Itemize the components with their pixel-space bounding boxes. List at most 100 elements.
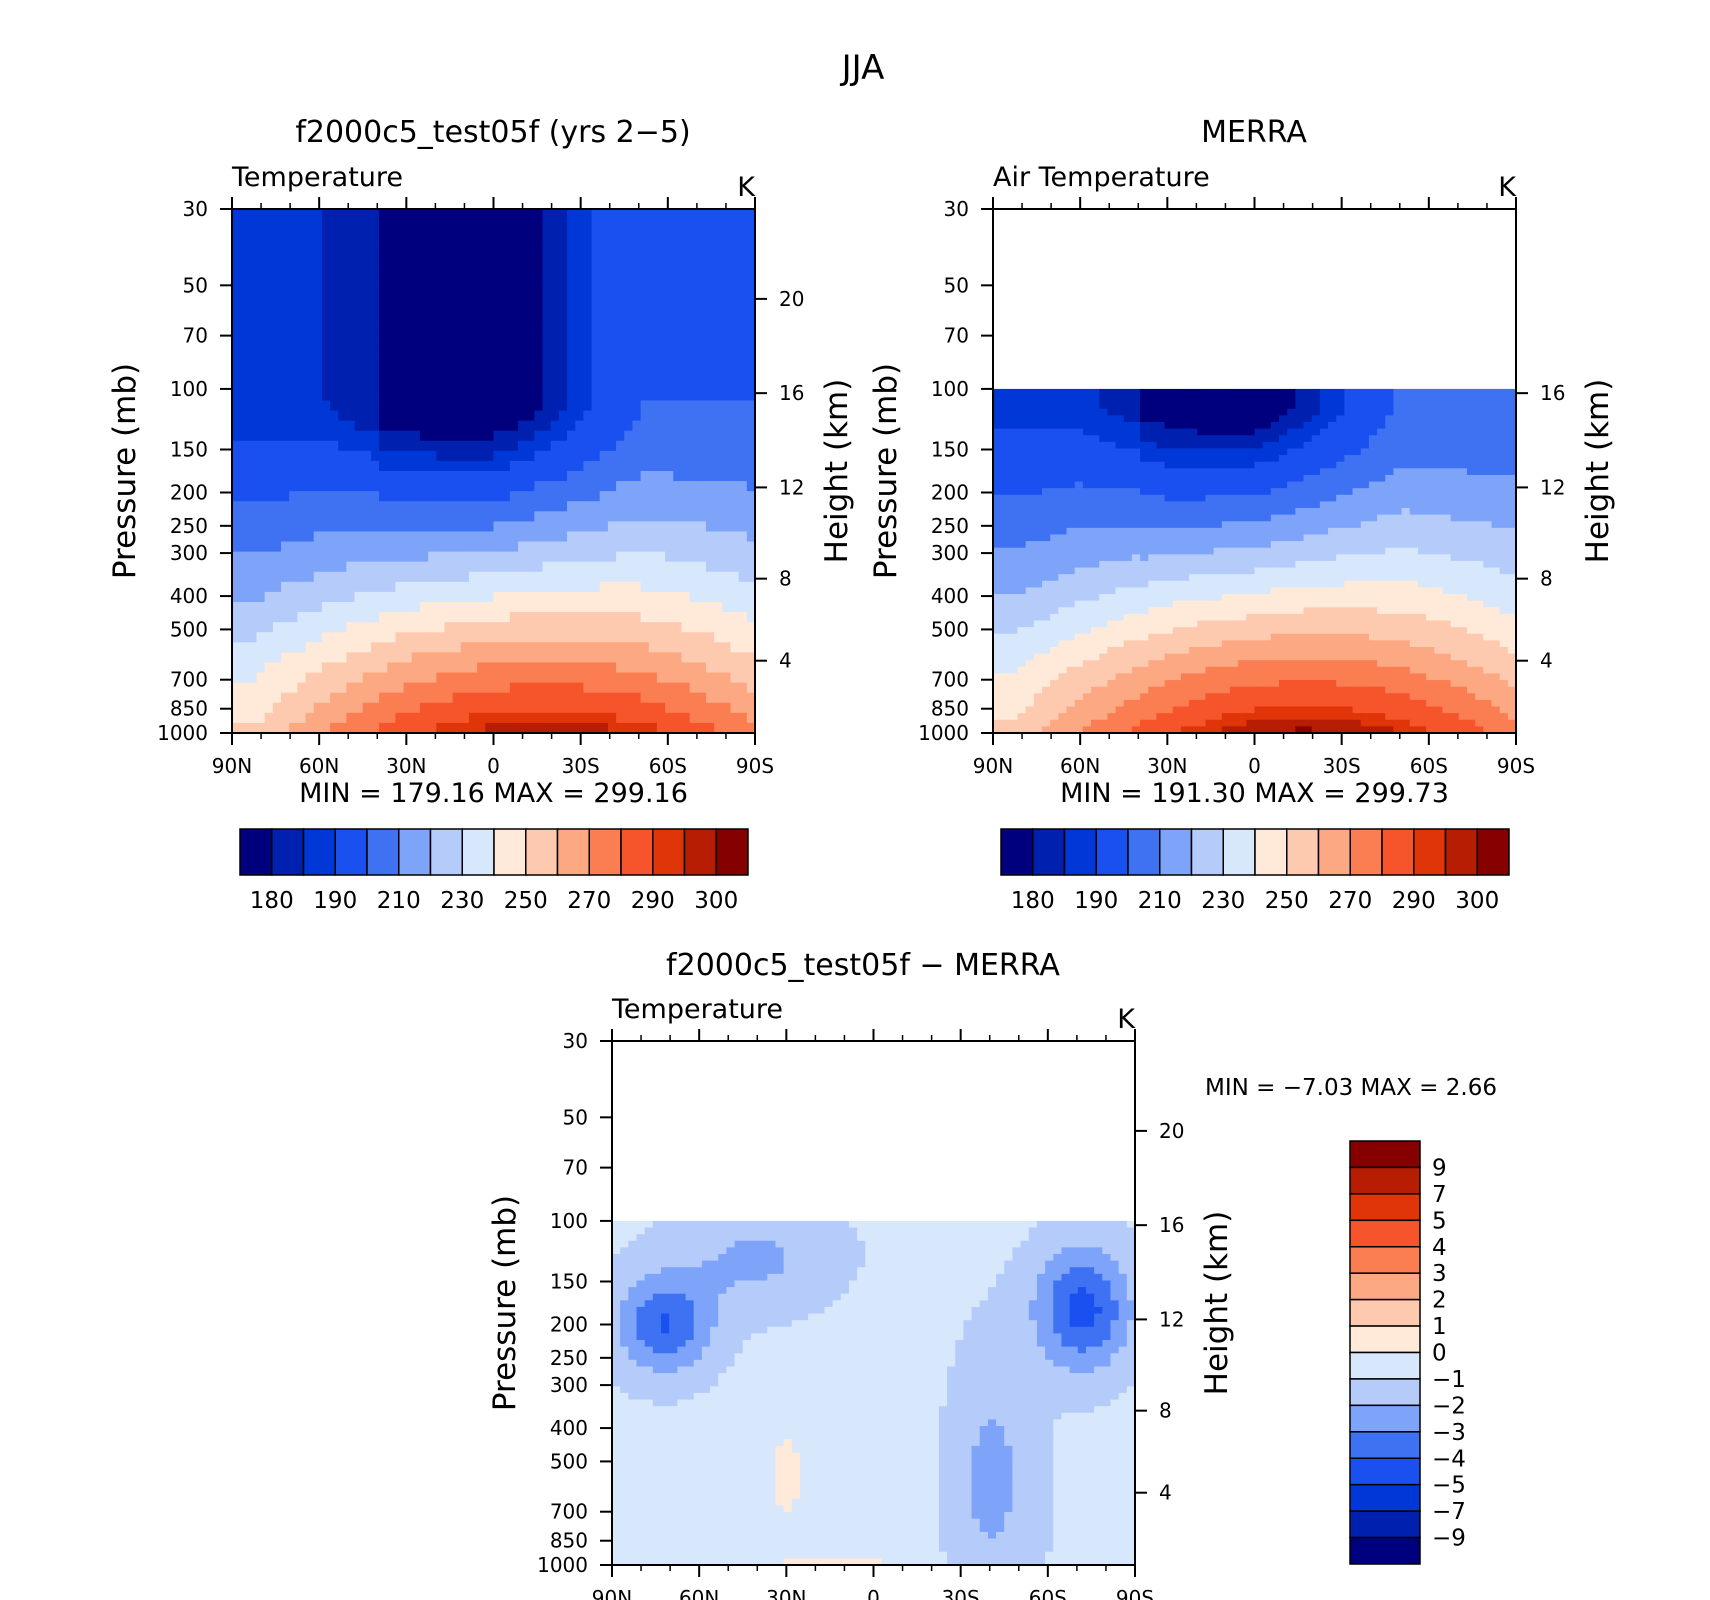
field-cell bbox=[1466, 415, 1476, 423]
field-cell bbox=[1074, 474, 1084, 483]
field-cell bbox=[518, 712, 527, 724]
field-cell bbox=[1229, 508, 1239, 516]
field-cell bbox=[436, 209, 446, 220]
field-cell bbox=[558, 329, 568, 341]
field-cell bbox=[330, 632, 339, 643]
field-cell bbox=[1336, 422, 1345, 430]
field-cell bbox=[493, 380, 503, 391]
field-cell bbox=[1025, 501, 1035, 509]
field-cell bbox=[607, 591, 617, 603]
field-cell bbox=[501, 591, 511, 603]
field-cell bbox=[616, 712, 625, 724]
field-cell bbox=[1246, 428, 1256, 436]
field-cell bbox=[1033, 534, 1043, 542]
field-cell bbox=[330, 219, 339, 230]
field-cell bbox=[313, 329, 323, 341]
field-cell bbox=[460, 471, 470, 482]
field-cell bbox=[485, 360, 495, 371]
field-cell bbox=[240, 329, 249, 341]
field-cell bbox=[746, 219, 756, 230]
field-cell bbox=[330, 531, 339, 543]
field-cell bbox=[518, 662, 527, 674]
field-cell bbox=[1001, 415, 1010, 423]
field-cell bbox=[321, 712, 331, 724]
field-cell bbox=[689, 370, 699, 381]
field-cell bbox=[1270, 388, 1280, 397]
field-cell bbox=[697, 350, 707, 361]
field-cell bbox=[575, 410, 584, 422]
field-cell bbox=[697, 491, 707, 502]
field-cell bbox=[272, 602, 282, 613]
field-cell bbox=[1099, 527, 1108, 536]
field-cell bbox=[232, 722, 241, 734]
field-cell bbox=[697, 571, 707, 583]
field-cell bbox=[1475, 501, 1484, 509]
field-cell bbox=[1246, 422, 1256, 430]
field-cell bbox=[746, 531, 756, 543]
field-cell bbox=[526, 209, 535, 220]
field-cell bbox=[1385, 422, 1395, 430]
field-cell bbox=[297, 632, 307, 643]
field-cell bbox=[493, 602, 503, 613]
field-cell bbox=[1099, 415, 1108, 423]
field-cell bbox=[1148, 508, 1158, 516]
field-cell bbox=[436, 612, 446, 623]
field-cell bbox=[501, 249, 511, 260]
field-cell bbox=[567, 692, 576, 704]
field-cell bbox=[305, 521, 315, 533]
field-cell bbox=[689, 350, 699, 361]
field-cell bbox=[362, 622, 372, 633]
field-cell bbox=[1507, 415, 1517, 423]
field-cell bbox=[558, 581, 568, 593]
field-cell bbox=[1270, 521, 1280, 529]
field-cell bbox=[436, 692, 446, 704]
field-cell bbox=[1164, 541, 1174, 549]
field-cell bbox=[321, 329, 331, 341]
field-cell bbox=[248, 239, 258, 250]
field-cell bbox=[542, 299, 552, 311]
field-cell bbox=[313, 259, 323, 271]
field-cell bbox=[1499, 468, 1509, 476]
field-cell bbox=[673, 702, 683, 714]
field-cell bbox=[1352, 415, 1362, 423]
field-cell bbox=[607, 420, 617, 432]
field-cell bbox=[370, 692, 380, 704]
field-cell bbox=[460, 209, 470, 220]
field-cell bbox=[305, 612, 315, 623]
field-cell bbox=[256, 581, 266, 593]
field-cell bbox=[665, 662, 674, 674]
field-cell bbox=[248, 722, 258, 734]
field-cell bbox=[297, 259, 307, 271]
field-cell bbox=[395, 602, 405, 613]
field-cell bbox=[1426, 402, 1435, 410]
y-tick-label: 200 bbox=[170, 480, 208, 504]
field-cell bbox=[419, 289, 429, 301]
field-cell bbox=[624, 370, 634, 381]
field-cell bbox=[354, 460, 364, 472]
field-cell bbox=[1123, 415, 1133, 423]
field-cell bbox=[354, 289, 364, 301]
field-cell bbox=[468, 712, 478, 724]
field-cell bbox=[509, 581, 519, 593]
field-cell bbox=[436, 460, 446, 472]
field-cell bbox=[477, 682, 486, 694]
field-cell bbox=[321, 531, 331, 543]
field-cell bbox=[542, 400, 552, 412]
field-cell bbox=[1148, 448, 1158, 456]
field-cell bbox=[1409, 422, 1419, 430]
colorbar-label: 190 bbox=[313, 888, 357, 914]
field-cell bbox=[697, 440, 707, 452]
field-cell bbox=[681, 531, 691, 543]
field-cell bbox=[665, 269, 674, 281]
field-cell bbox=[379, 702, 388, 714]
field-cell bbox=[297, 642, 307, 653]
field-cell bbox=[1483, 468, 1493, 476]
field-cell bbox=[607, 652, 617, 664]
field-cell bbox=[673, 692, 683, 704]
field-cell bbox=[665, 511, 674, 522]
field-cell bbox=[379, 652, 388, 664]
field-cell bbox=[436, 279, 446, 291]
field-cell bbox=[509, 561, 519, 573]
field-cell bbox=[305, 420, 315, 432]
field-cell bbox=[526, 511, 535, 522]
